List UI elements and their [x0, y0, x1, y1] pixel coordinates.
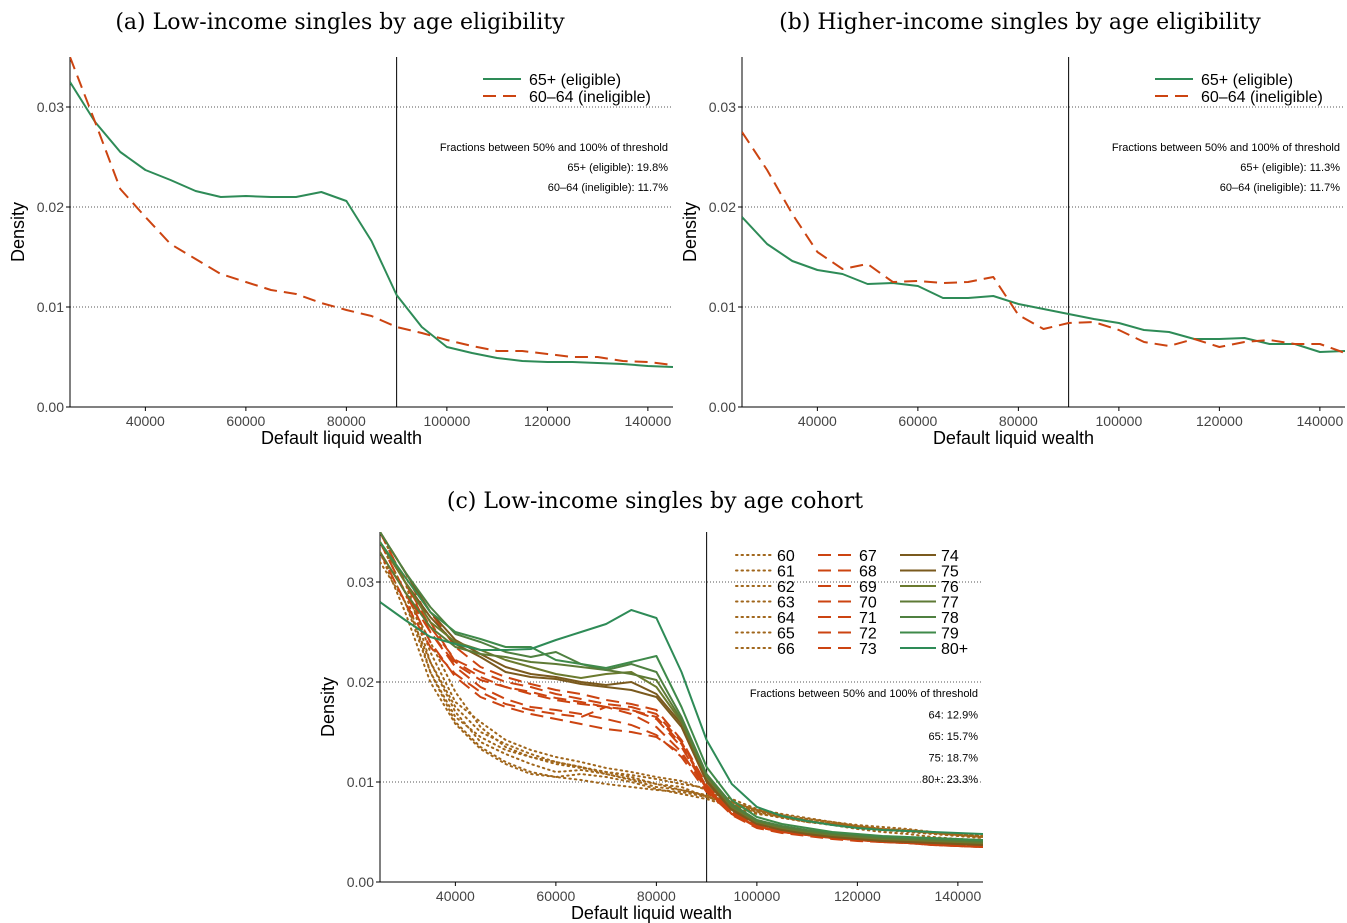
series-line-79 — [380, 541, 983, 841]
annotation-value: 64: 12.9% — [928, 710, 978, 722]
series-line-68 — [380, 532, 983, 847]
y-axis-label: Density — [680, 202, 700, 262]
legend-label: 78 — [941, 610, 959, 627]
legend-label: 66 — [777, 641, 795, 658]
y-axis-label: Density — [8, 202, 28, 262]
legend-label: 69 — [859, 579, 877, 596]
x-tick-label: 120000 — [524, 413, 571, 429]
x-tick-label: 120000 — [834, 888, 881, 904]
y-tick-label: 0.00 — [709, 399, 736, 415]
series-line-72 — [380, 532, 983, 847]
annotation-value: 75: 18.7% — [928, 753, 978, 765]
series-group — [742, 131, 1345, 354]
x-tick-label: 140000 — [625, 413, 672, 429]
y-tick-label: 0.01 — [37, 299, 64, 315]
legend-label: 65+ (eligible) — [1201, 72, 1293, 89]
x-tick-label: 60000 — [536, 888, 575, 904]
x-tick-label: 40000 — [126, 413, 165, 429]
y-tick-label: 0.03 — [709, 99, 736, 115]
y-tick-label: 0.01 — [709, 299, 736, 315]
legend-label: 63 — [777, 595, 795, 612]
series-line-60-64-ineligible- — [742, 131, 1345, 354]
legend-label: 68 — [859, 564, 877, 581]
annotation-heading: Fractions between 50% and 100% of thresh… — [750, 688, 978, 700]
legend-label: 73 — [859, 641, 877, 658]
panel-a-title: (a) Low-income singles by age eligibilit… — [115, 10, 565, 35]
x-tick-label: 140000 — [1297, 413, 1344, 429]
y-tick-label: 0.02 — [347, 674, 374, 690]
x-tick-label: 120000 — [1196, 413, 1243, 429]
panel-a: 40000 60000 80000 100000 120000 140000 0.00 0.0… — [8, 57, 673, 448]
y-tick-label: 0.00 — [347, 874, 374, 890]
y-tick-label: 0.00 — [37, 399, 64, 415]
annotation-value: 65+ (eligible): 19.8% — [567, 162, 668, 174]
x-tick-label: 100000 — [424, 413, 471, 429]
series-line-62 — [380, 532, 983, 837]
annotation-value: 60–64 (ineligible): 11.7% — [548, 182, 668, 194]
legend-label: 62 — [777, 579, 795, 596]
y-tick-label: 0.02 — [37, 199, 64, 215]
legend-label: 60–64 (ineligible) — [529, 89, 651, 106]
annotation-heading: Fractions between 50% and 100% of thresh… — [440, 142, 668, 154]
legend-label: 74 — [941, 548, 959, 565]
x-tick-label: 100000 — [1096, 413, 1143, 429]
x-tick-label: 80000 — [999, 413, 1038, 429]
annotation-value: 65: 15.7% — [928, 731, 978, 743]
series-line-65+-eligible- — [742, 216, 1345, 353]
x-axis-label: Default liquid wealth — [933, 428, 1094, 448]
legend-label: 60–64 (ineligible) — [1201, 89, 1323, 106]
x-axis-label: Default liquid wealth — [261, 428, 422, 448]
x-tick-label: 40000 — [798, 413, 837, 429]
x-tick-label: 60000 — [898, 413, 937, 429]
panel-b: 40000 60000 80000 100000 120000 140000 0.00 0.0… — [680, 57, 1345, 448]
panel-c-title: (c) Low-income singles by age cohort — [446, 489, 864, 514]
panel-b-title: (b) Higher-income singles by age eligibi… — [779, 10, 1261, 35]
legend-label: 64 — [777, 610, 795, 627]
legend-label: 60 — [777, 548, 795, 565]
series-line-65 — [380, 551, 983, 839]
x-tick-label: 80000 — [637, 888, 676, 904]
annotation-value: 60–64 (ineligible): 11.7% — [1220, 182, 1340, 194]
series-line-64 — [380, 541, 983, 838]
x-tick-label: 100000 — [734, 888, 781, 904]
annotation-value: 65+ (eligible): 11.3% — [1240, 162, 1340, 174]
y-tick-label: 0.03 — [37, 99, 64, 115]
x-tick-label: 80000 — [327, 413, 366, 429]
x-axis-label: Default liquid wealth — [571, 903, 732, 923]
legend-label: 72 — [859, 626, 877, 643]
annotation-heading: Fractions between 50% and 100% of thresh… — [1112, 142, 1340, 154]
x-tick-label: 40000 — [436, 888, 475, 904]
x-tick-label: 140000 — [935, 888, 982, 904]
legend-label: 79 — [941, 626, 959, 643]
y-axis-label: Density — [318, 677, 338, 737]
series-line-60-64-ineligible- — [70, 57, 673, 366]
legend-label: 65+ (eligible) — [529, 72, 621, 89]
legend-label: 80+ — [941, 641, 968, 658]
x-tick-label: 60000 — [226, 413, 265, 429]
legend-label: 61 — [777, 564, 795, 581]
y-tick-label: 0.01 — [347, 774, 374, 790]
legend-label: 71 — [859, 610, 877, 627]
series-line-65+-eligible- — [70, 81, 673, 368]
panel-c: 40000 60000 80000 100000 120000 140000 0.00 0.0… — [318, 532, 983, 923]
legend-label: 70 — [859, 595, 877, 612]
legend-label: 76 — [941, 579, 959, 596]
legend-label: 67 — [859, 548, 877, 565]
y-tick-label: 0.03 — [347, 574, 374, 590]
series-line-63 — [380, 561, 983, 841]
legend-label: 75 — [941, 564, 959, 581]
legend-label: 65 — [777, 626, 795, 643]
annotation-value: 80+: 23.3% — [922, 774, 978, 786]
series-group — [70, 57, 673, 368]
legend-label: 77 — [941, 595, 959, 612]
series-line-80+ — [380, 601, 983, 835]
y-tick-label: 0.02 — [709, 199, 736, 215]
series-group — [380, 532, 983, 848]
